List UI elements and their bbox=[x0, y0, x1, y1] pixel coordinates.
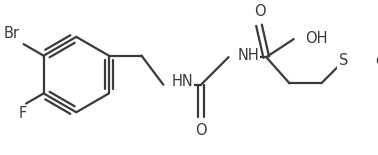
Text: NH: NH bbox=[238, 48, 260, 63]
Text: O: O bbox=[195, 123, 207, 138]
Text: S: S bbox=[339, 53, 349, 68]
Text: F: F bbox=[19, 106, 27, 122]
Text: O: O bbox=[254, 4, 265, 20]
Text: Br: Br bbox=[4, 26, 20, 41]
Text: CH₃: CH₃ bbox=[375, 55, 378, 68]
Text: OH: OH bbox=[305, 31, 328, 46]
Text: HN: HN bbox=[172, 74, 194, 89]
